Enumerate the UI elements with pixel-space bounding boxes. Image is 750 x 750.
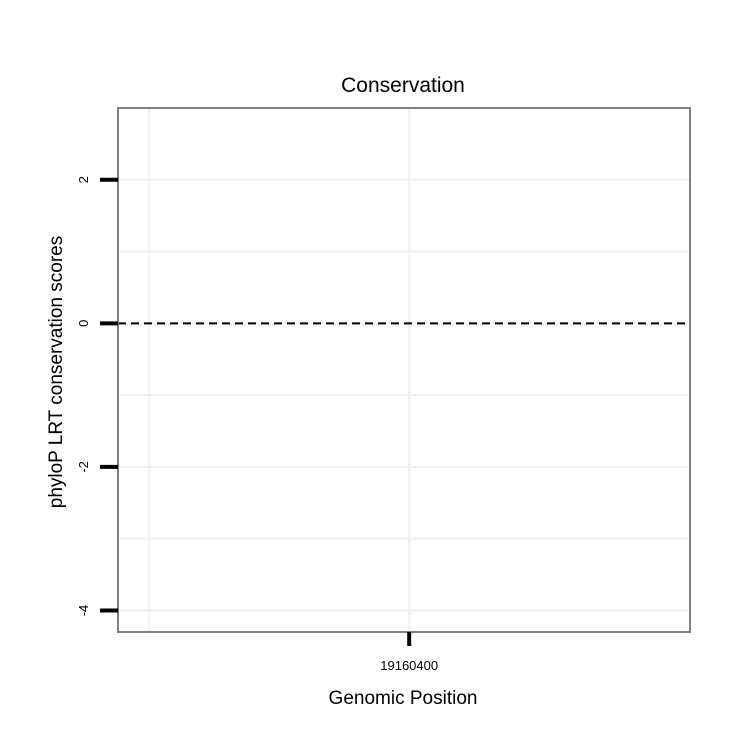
axes: 1916040019160450191605001916055019160600… [76, 176, 438, 673]
panel-frame [117, 107, 691, 633]
x-tick-label: 19160400 [380, 658, 438, 673]
y-tick-label: -2 [76, 461, 91, 473]
y-axis-title: phyloP LRT conservation scores [46, 236, 67, 509]
grid [118, 108, 690, 632]
panel-border [117, 107, 691, 633]
y-tick-label: 0 [76, 320, 91, 327]
y-tick-label: -4 [76, 605, 91, 617]
y-tick-label: 2 [76, 176, 91, 183]
chart-title: Conservation [341, 74, 465, 97]
x-axis-title: Genomic Position [329, 688, 478, 709]
